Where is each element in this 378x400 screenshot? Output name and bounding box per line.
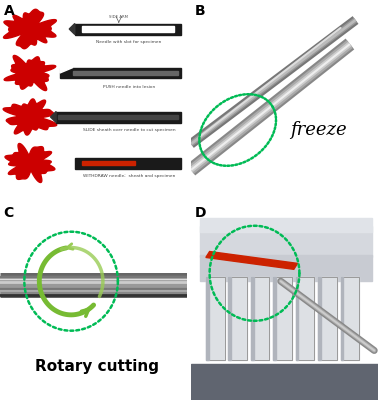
Polygon shape [206,277,225,360]
Polygon shape [251,277,254,360]
Polygon shape [51,112,56,122]
Polygon shape [3,99,57,135]
Polygon shape [273,277,276,360]
Polygon shape [58,115,178,119]
Polygon shape [318,277,321,360]
Text: A: A [4,4,14,18]
Polygon shape [200,256,372,281]
Polygon shape [251,277,270,360]
Polygon shape [341,277,343,360]
Text: C: C [4,206,14,220]
Polygon shape [75,158,181,168]
Polygon shape [206,252,297,269]
Polygon shape [206,277,209,360]
Text: Needle with slot for specimen: Needle with slot for specimen [96,40,162,44]
Polygon shape [60,68,73,73]
Polygon shape [56,112,181,122]
Polygon shape [200,218,372,232]
Polygon shape [200,226,372,258]
Polygon shape [228,277,231,360]
Text: B: B [195,4,205,18]
Polygon shape [75,24,181,34]
Text: SLIDE sheath over needle to cut specimen: SLIDE sheath over needle to cut specimen [83,128,175,132]
Polygon shape [191,364,378,400]
Polygon shape [228,277,247,360]
Text: PUSH needle into lesion: PUSH needle into lesion [103,84,155,88]
Polygon shape [60,68,181,78]
Polygon shape [273,277,292,360]
Text: Rotary cutting: Rotary cutting [35,359,159,374]
Text: D: D [195,206,206,220]
Polygon shape [296,277,314,360]
Polygon shape [341,277,359,360]
Polygon shape [69,24,75,34]
Polygon shape [73,71,178,75]
Polygon shape [303,20,359,70]
Polygon shape [4,56,56,90]
Polygon shape [82,26,174,32]
Polygon shape [82,160,135,166]
Text: WITHDRAW needle;  sheath and specimen: WITHDRAW needle; sheath and specimen [83,174,175,178]
Text: freeze: freeze [290,121,347,139]
Polygon shape [296,277,299,360]
Polygon shape [318,277,337,360]
Polygon shape [5,144,55,182]
Text: SIDE ARM: SIDE ARM [109,14,128,18]
Text: LESION: LESION [17,26,43,32]
Polygon shape [3,9,56,49]
